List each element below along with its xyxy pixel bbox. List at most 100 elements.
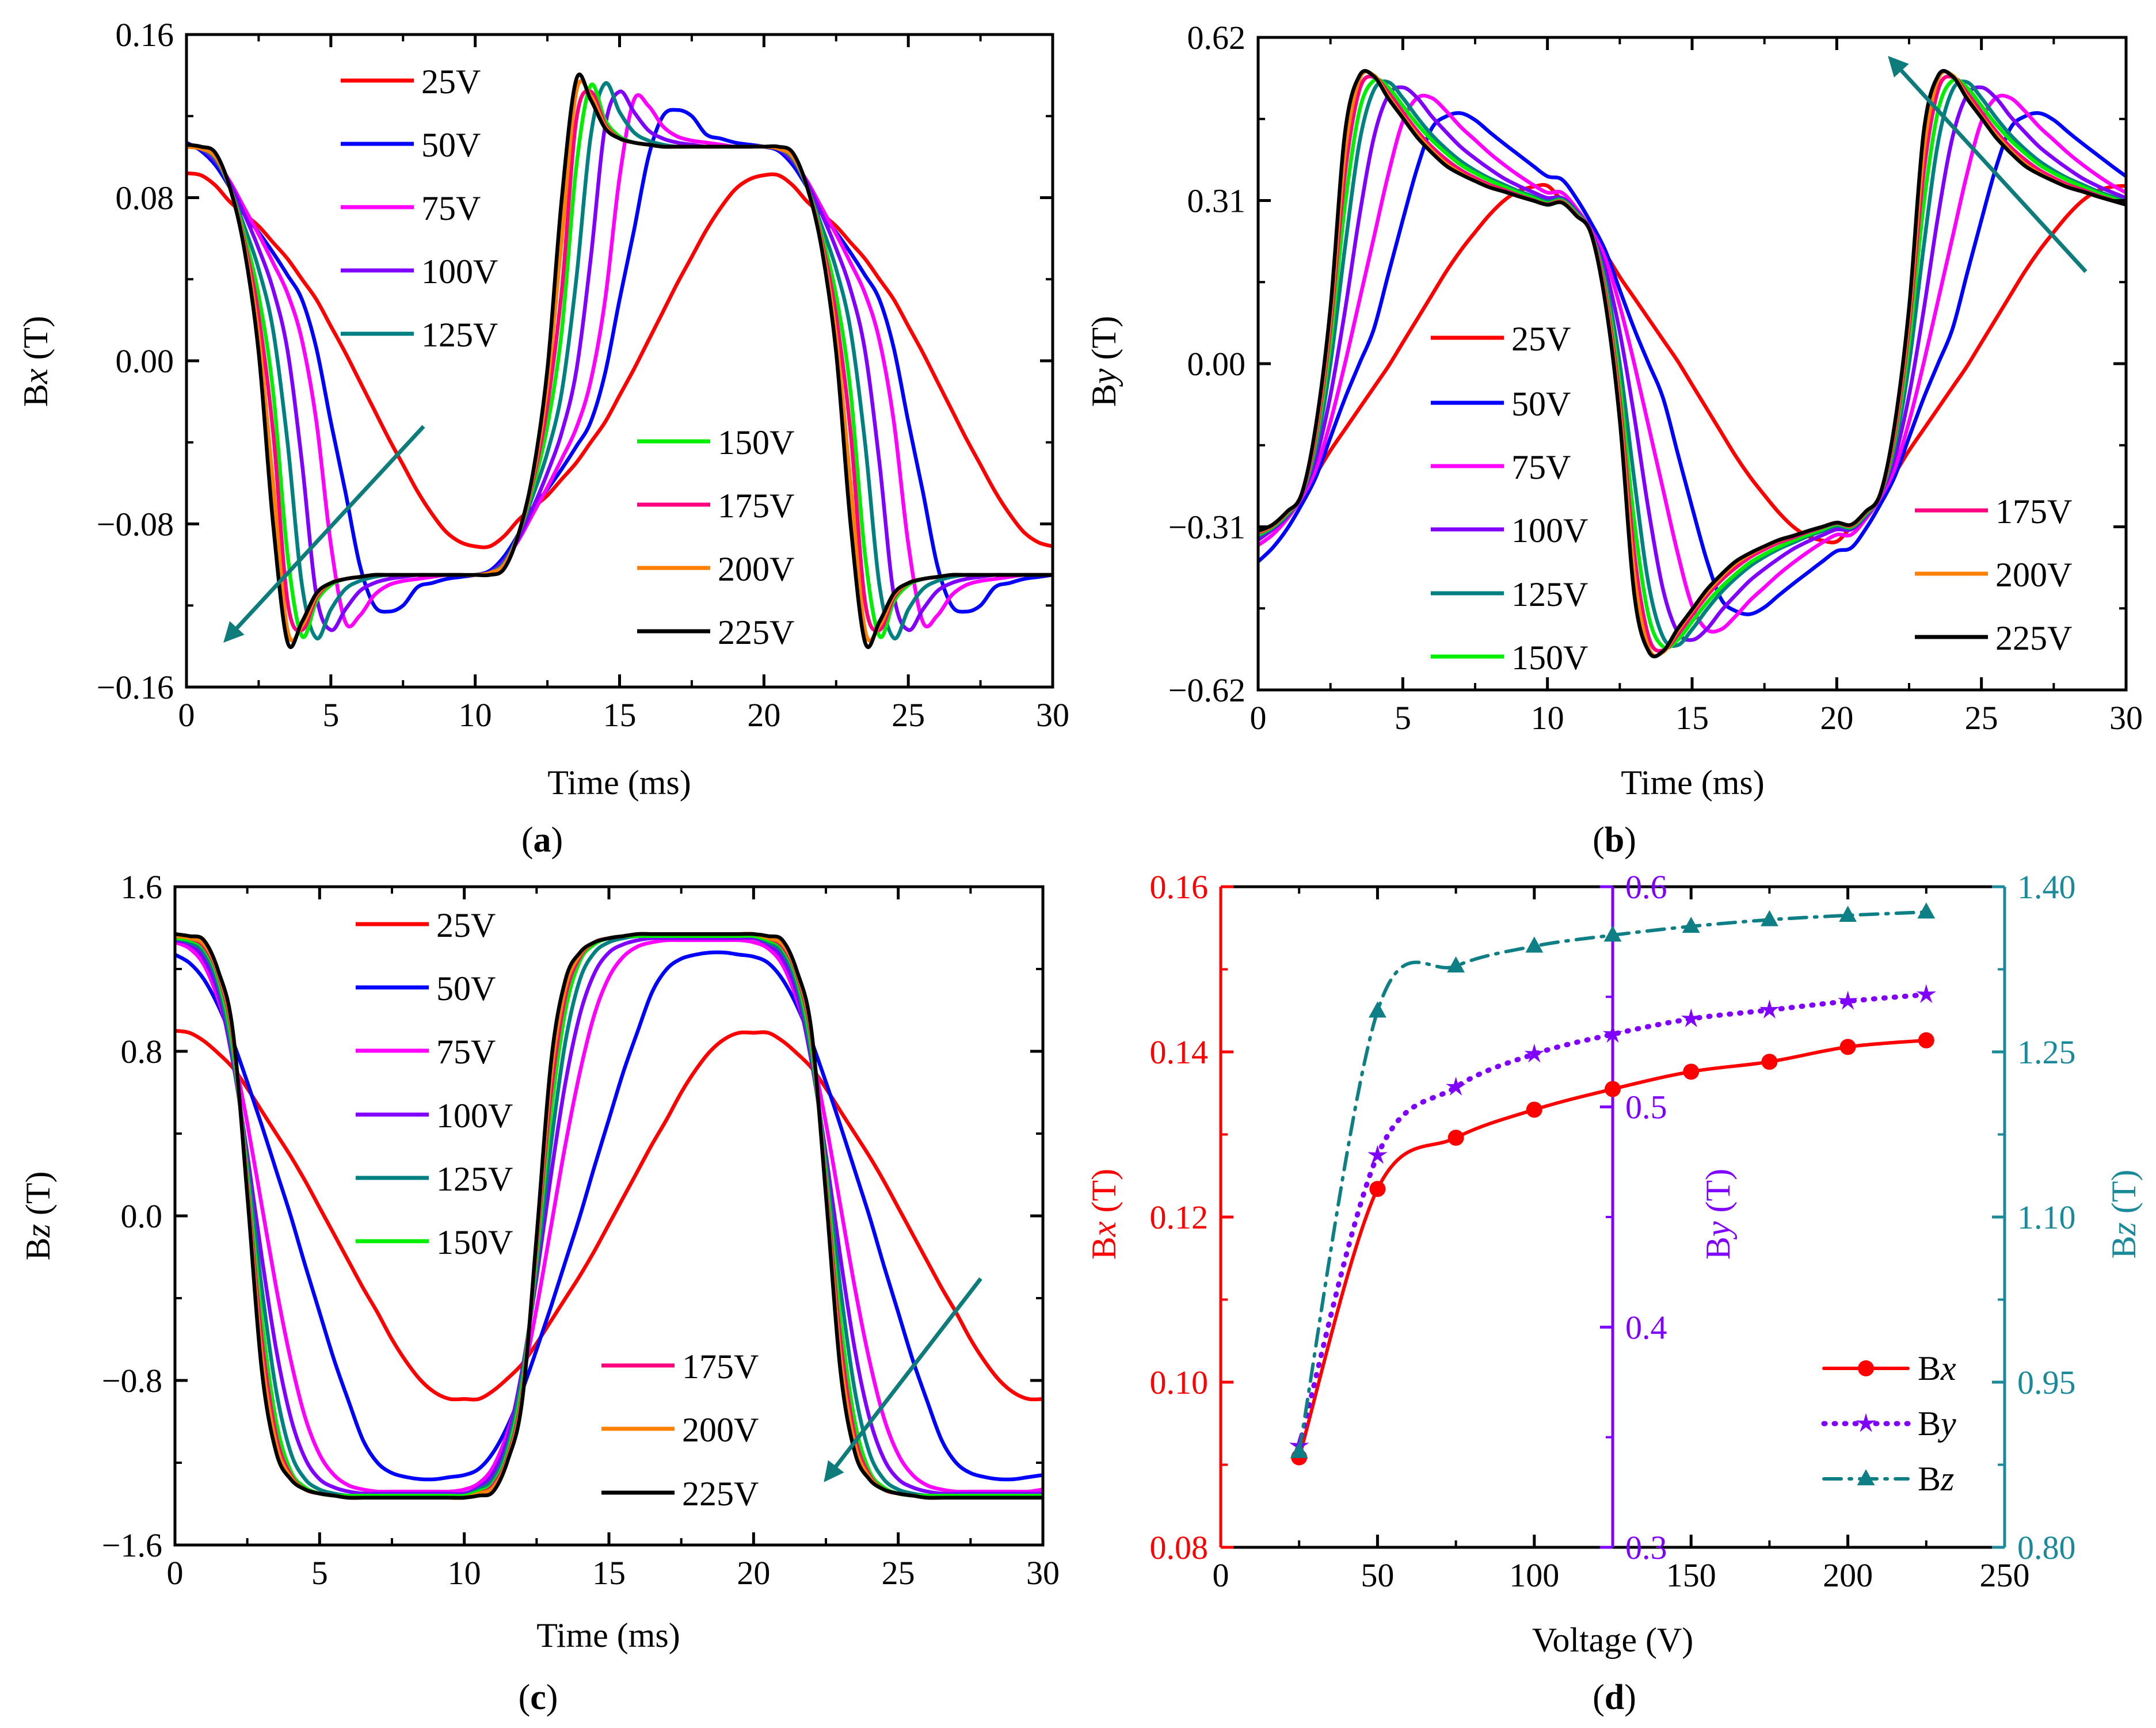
y-tick-label: −0.16	[97, 669, 174, 706]
legend-item: 175V	[637, 487, 794, 525]
triangle-marker	[1525, 936, 1544, 953]
x-tick-label: 30	[1026, 1554, 1060, 1592]
circle-marker	[1761, 1054, 1778, 1070]
legend-label: 200V	[1995, 556, 2072, 594]
star-marker	[1916, 984, 1937, 1004]
legend-item: 50V	[356, 970, 496, 1008]
x-tick-label: 10	[459, 696, 492, 734]
circle-marker	[1918, 1032, 1934, 1048]
series-line-25V	[175, 1029, 1043, 1402]
triangle-marker	[1369, 1001, 1386, 1018]
legend-item: 75V	[341, 189, 481, 227]
x-tick-label: 25	[882, 1554, 915, 1592]
bz-axis-tick-label: 1.40	[2017, 868, 2076, 906]
x-tick-label: 100	[1509, 1557, 1559, 1594]
trend-arrow-icon	[1888, 56, 2088, 273]
x-tick-label: 0	[167, 1554, 184, 1592]
x-tick-label: 20	[1820, 699, 1853, 737]
bx-axis-tick-label: 0.10	[1150, 1364, 1209, 1401]
triangle-marker	[1917, 902, 1936, 919]
series-line-25V	[186, 171, 1053, 550]
legend-item: 100V	[341, 253, 498, 291]
legend-label: 200V	[718, 550, 794, 588]
series-line-50V	[1258, 111, 2126, 616]
x-tick-label: 30	[2109, 699, 2143, 737]
y-tick-label: −0.31	[1168, 509, 1245, 546]
x-tick-label: 15	[1675, 699, 1709, 737]
series-line-150V	[175, 934, 1043, 1498]
star-marker	[1446, 1077, 1466, 1096]
legend-label: 50V	[436, 970, 496, 1008]
y-tick-label: −0.62	[1168, 672, 1245, 709]
series-line-50V	[175, 950, 1043, 1482]
circle-marker	[1683, 1063, 1700, 1080]
y-tick-label: 0.16	[116, 16, 174, 54]
panel-label: (b)	[1593, 821, 1636, 860]
legend-item: 125V	[356, 1160, 513, 1198]
triangle-marker	[1857, 1469, 1875, 1486]
legend-label: 75V	[421, 189, 481, 227]
star-marker	[1681, 1008, 1701, 1028]
legend-label: 125V	[1511, 575, 1588, 613]
legend-label: 175V	[682, 1348, 759, 1386]
series-line-By	[1296, 992, 1929, 1449]
series-line-225V	[175, 932, 1043, 1500]
circle-marker	[1526, 1101, 1542, 1118]
bx-axis-tick-label: 0.12	[1150, 1199, 1209, 1236]
legend-item: 175V	[1915, 493, 2072, 531]
triangle-marker	[1682, 917, 1700, 933]
circle-marker	[1605, 1081, 1621, 1097]
legend-item: 125V	[1431, 575, 1588, 613]
star-marker	[1524, 1043, 1545, 1063]
legend-item: 50V	[341, 126, 481, 164]
legend-label: 100V	[421, 253, 498, 291]
x-axis-label: Time (ms)	[1621, 764, 1765, 802]
x-tick-label: 10	[1531, 699, 1564, 737]
legend-item: 75V	[356, 1033, 496, 1071]
legend-item: 100V	[1431, 512, 1588, 550]
x-tick-label: 200	[1823, 1557, 1873, 1594]
series-line-75V	[175, 938, 1043, 1494]
series-line-150V	[1258, 77, 2126, 650]
legend-label: 225V	[1995, 619, 2072, 657]
legend-item: Bz	[1822, 1460, 1954, 1498]
by-axis-tick-label: 0.6	[1625, 868, 1667, 906]
star-marker	[1759, 1000, 1780, 1019]
triangle-marker	[1290, 1441, 1308, 1458]
by-axis-tick-label: 0.3	[1625, 1529, 1667, 1566]
x-tick-label: 0	[178, 696, 195, 734]
legend-label: Bz	[1918, 1460, 1954, 1498]
legend-item: 50V	[1431, 385, 1571, 423]
x-tick-label: 50	[1361, 1557, 1394, 1594]
legend-item: 25V	[1431, 320, 1571, 358]
legend-item: 150V	[637, 424, 794, 461]
triangle-marker	[1447, 956, 1465, 972]
series-line-225V	[186, 73, 1053, 649]
legend-item: 125V	[341, 316, 498, 354]
series-group	[186, 73, 1053, 649]
legend-label: 175V	[1995, 493, 2072, 531]
legend-label: 25V	[1511, 320, 1571, 358]
panel-b-by-waveforms: 0 5 10 15 20 25 30 0.62 0.31 0.00 −0.31 −0.62 Time (…	[1085, 19, 2143, 860]
triangle-marker	[1839, 905, 1857, 922]
x-tick-label: 0	[1213, 1557, 1229, 1594]
y-tick-label: −1.6	[102, 1527, 162, 1564]
star-marker	[1838, 990, 1858, 1010]
y-tick-label: −0.8	[102, 1362, 162, 1399]
circle-marker	[1448, 1130, 1464, 1146]
panel-label: (c)	[519, 1678, 558, 1717]
bx-axis-tick-label: 0.16	[1150, 868, 1209, 906]
x-tick-label: 10	[448, 1554, 481, 1592]
x-tick-label: 0	[1250, 699, 1267, 737]
legend-label: 50V	[1511, 385, 1571, 423]
y-axis-label: By (T)	[1085, 316, 1123, 407]
legend-item: 200V	[1915, 556, 2072, 594]
y-axis-label: Bx (T)	[17, 316, 55, 407]
x-axis-label: Time (ms)	[536, 1616, 680, 1654]
y-tick-label: 0.31	[1187, 182, 1246, 220]
series-Bz	[1290, 902, 1936, 1458]
x-tick-label: 25	[1965, 699, 1998, 737]
legend-label: 100V	[436, 1097, 513, 1135]
series-line-125V	[1258, 79, 2126, 648]
